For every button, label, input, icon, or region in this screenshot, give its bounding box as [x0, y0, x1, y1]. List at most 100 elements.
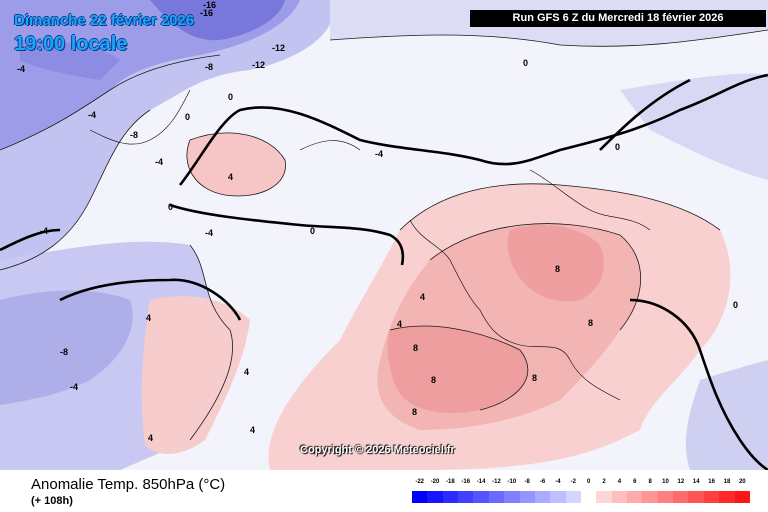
legend-tick-label: 0: [587, 479, 591, 485]
zero-anomaly-lines: [0, 73, 768, 470]
cold-anomaly-greenland: [20, 40, 120, 80]
contour-label: 4: [228, 172, 233, 182]
contour-label: -4: [17, 64, 25, 74]
legend-tick-label: 12: [677, 479, 685, 485]
legend-tick-label: -10: [507, 479, 517, 485]
forecast-date: Dimanche 22 février 2026: [14, 12, 195, 29]
contour-label: -8: [205, 62, 213, 72]
forecast-time: 19:00 locale: [14, 33, 128, 55]
legend-color-cell: [719, 491, 735, 503]
contour-label: -12: [252, 60, 265, 70]
contour-plus4-atlantic: [186, 132, 286, 197]
contour-label: 4: [146, 313, 151, 323]
legend-tick-label: 20: [738, 479, 746, 485]
legend-color-cell: [642, 491, 658, 503]
zero-line-southwest: [59, 278, 242, 321]
footer-bar: Anomalie Temp. 850hPa (°C) (+ 108h) -22-…: [0, 470, 768, 512]
warm-anomaly-southwest: [141, 296, 250, 455]
contour-label: -8: [130, 130, 138, 140]
legend-tick-label: 4: [617, 479, 622, 485]
run-info-banner: Run GFS 6 Z du Mercredi 18 février 2026: [470, 10, 766, 27]
contour-label: 4: [397, 319, 402, 329]
anomaly-map: -16 -16 -12 -12 -8 -8 -8 -4 -4 -4 -4 -4 …: [0, 0, 768, 470]
legend-tick-label: -16: [461, 479, 471, 485]
map-title: Anomalie Temp. 850hPa (°C): [31, 476, 226, 493]
legend-color-cell: [534, 491, 551, 503]
anomaly-contours: [0, 29, 768, 441]
very-cold-anomaly-region: [150, 0, 285, 41]
warm-anomaly-iberia: [387, 326, 528, 413]
legend-color-bar: [412, 491, 750, 503]
legend-color-cell: [427, 491, 443, 503]
zero-line-atlantic: [169, 203, 405, 266]
legend-tick-label: -22: [415, 479, 424, 485]
color-legend: -22 -20 -18 -16 -14 -12 -10 -8 -6 -4 -2 0 2 4 6 8 10 12 14…: [412, 479, 750, 505]
legend-color-cell: [657, 491, 674, 503]
legend-tick-label: -12: [492, 479, 501, 485]
contour-label: 0: [523, 58, 528, 68]
map-canvas: -16 -16 -12 -12 -8 -8 -8 -4 -4 -4 -4 -4 …: [0, 0, 768, 470]
contour-plus8: [389, 325, 529, 411]
contour-label: 8: [588, 318, 593, 328]
legend-color-cell: [673, 491, 689, 503]
contour-label: 8: [413, 343, 418, 353]
legend-tick-label: 2: [602, 479, 606, 485]
contour-label: 0: [310, 226, 315, 236]
warm-anomaly-central-europe: [507, 225, 604, 302]
zero-line-east: [629, 298, 768, 470]
legend-tick-label: 14: [692, 479, 700, 485]
zero-line-scandinavia: [599, 78, 691, 151]
lead-time: (+ 108h): [31, 495, 73, 507]
contour-label: 0: [615, 142, 620, 152]
legend-tick-label: -4: [555, 479, 561, 485]
cold-anomaly-west-core: [0, 290, 133, 405]
legend-color-cell: [596, 491, 612, 503]
legend-tick-label: -14: [476, 479, 486, 485]
contour-label: 4: [148, 433, 153, 443]
contour-label: -4: [155, 157, 163, 167]
warm-anomaly-atlantic: [186, 132, 286, 196]
legend-tick-label: 10: [662, 479, 669, 485]
legend-color-cell: [504, 491, 520, 503]
legend-tick-label: -18: [446, 479, 455, 485]
legend-color-cell: [442, 491, 459, 503]
legend-tick-label: 6: [633, 479, 637, 485]
legend-tick-label: -20: [430, 479, 440, 485]
contour-label-group: -16 -16 -12 -12 -8 -8 -8 -4 -4 -4 -4 -4 …: [17, 0, 738, 443]
coastline-scandinavia: [529, 169, 651, 231]
legend-tick-label: 16: [708, 479, 715, 485]
contour-minus8: [0, 54, 221, 151]
legend-color-cell: [458, 491, 474, 503]
contour-label: 8: [431, 375, 436, 385]
contour-label: -12: [272, 43, 285, 53]
contour-label: -4: [88, 110, 96, 120]
legend-color-cell: [703, 491, 720, 503]
legend-color-cell: [611, 491, 628, 503]
contour-label: 0: [168, 202, 173, 212]
cold-anomaly-southeast: [685, 360, 768, 470]
contour-label: 8: [555, 264, 560, 274]
contour-label: -16: [203, 0, 216, 10]
contour-plus4: [429, 223, 642, 331]
legend-color-cell: [488, 491, 505, 503]
legend-color-cell: [473, 491, 489, 503]
legend-color-cell: [550, 491, 566, 503]
coastline-iceland: [299, 140, 361, 151]
legend-tick-labels: -22 -20 -18 -16 -14 -12 -10 -8 -6 -4 -2 0 2 4 6 8 10 12 14…: [412, 479, 750, 488]
coastline-greenland: [89, 89, 191, 145]
zero-line-west: [0, 228, 61, 252]
contour-label: 0: [228, 92, 233, 102]
legend-color-cell: [412, 491, 428, 503]
zero-line-north: [178, 73, 768, 186]
legend-tick-label: 18: [723, 479, 731, 485]
contour-label: 4: [244, 367, 249, 377]
contour-label: 8: [532, 373, 537, 383]
contour-label: -4: [70, 382, 78, 392]
copyright-text: Copyright © 2026 Meteociel.fr: [300, 444, 455, 456]
legend-color-cell: [519, 491, 535, 503]
contour-label: 0: [185, 112, 190, 122]
contour-zero-north: [329, 29, 768, 47]
contour-label: 4: [250, 425, 255, 435]
contour-label: -4: [205, 228, 213, 238]
legend-color-cell: [580, 491, 597, 503]
